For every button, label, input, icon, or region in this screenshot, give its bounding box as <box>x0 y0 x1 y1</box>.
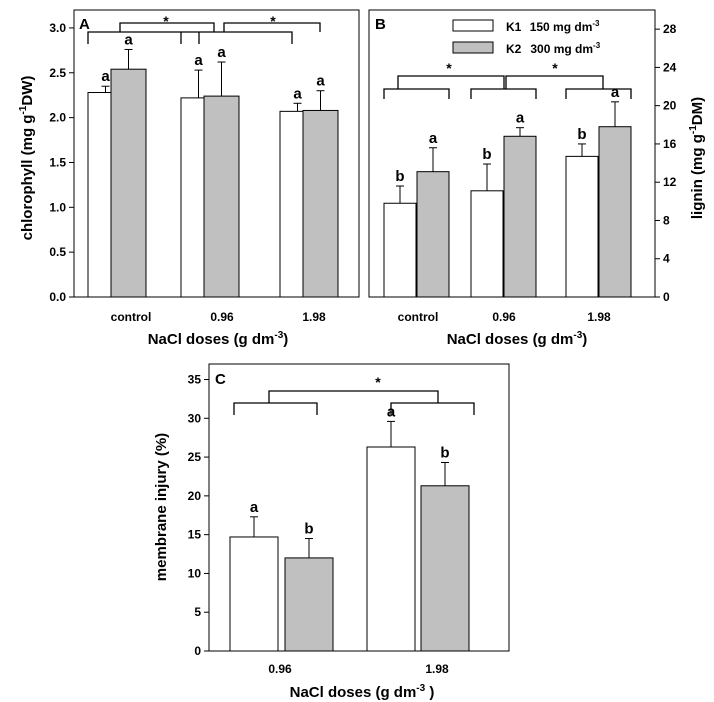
panel-c-cat-198: 1.98 <box>425 662 449 676</box>
panel-b-cat-198: 1.98 <box>587 310 611 324</box>
panel-b-bar-k2 <box>416 171 450 298</box>
panel-c-bar-k2 <box>420 485 470 652</box>
panel-a-cat-control: control <box>111 310 152 324</box>
panel-a-bar-k2 <box>203 95 240 298</box>
panel-c-y-tick-label: 15 <box>188 528 202 542</box>
panel-c-y-tick-label: 0 <box>194 644 201 658</box>
panel-a-significance-letter: a <box>217 44 226 61</box>
panel-b-significance-letter: b <box>482 146 491 163</box>
panel-c-y-label: membrane injury (%) <box>153 433 170 581</box>
legend-swatch-k1 <box>452 19 494 32</box>
panel-c-letter: C <box>215 371 226 388</box>
panel-b-y-axis: 0 4 8 12 16 20 24 28 <box>655 22 677 304</box>
panel-a-significance-letter: a <box>293 85 302 102</box>
panel-c-cat-096: 0.96 <box>268 662 292 676</box>
panel-a-significance: * * <box>87 13 321 44</box>
panel-c-significance-letter: b <box>304 521 313 538</box>
panel-b-significance-letter: a <box>516 110 525 127</box>
panel-b-significance-letter: a <box>611 84 620 101</box>
panel-c-significance-letter: b <box>440 445 449 462</box>
panel-a-significance-letter: a <box>316 73 325 90</box>
panel-b-y-tick-label: 20 <box>663 99 677 113</box>
panel-b-significance-letter: a <box>429 130 438 147</box>
panel-a-y-tick-label: 2.0 <box>49 111 66 125</box>
panel-a-y-tick-label: 1.5 <box>49 155 66 169</box>
panel-b-bar-k2 <box>503 135 537 298</box>
panel-b-letter: B <box>375 16 386 33</box>
panel-a-cat-096: 0.96 <box>210 310 234 324</box>
panel-b-bar-k2 <box>598 126 632 298</box>
panel-a-cat-198: 1.98 <box>302 310 326 324</box>
panel-c-significance-letter: a <box>250 499 259 516</box>
panel-a-y-tick-label: 0.5 <box>49 245 66 259</box>
panel-c-y-tick-label: 25 <box>188 450 202 464</box>
panel-b-significance-letter: b <box>577 126 586 143</box>
panel-c-y-tick-label: 10 <box>188 566 202 580</box>
panel-b-sig-star-2: * <box>552 60 558 76</box>
panel-a-letter: A <box>79 16 90 33</box>
panel-b-y-tick-label: 12 <box>663 175 677 189</box>
panel-c-y-axis: 0 5 10 15 20 25 30 35 <box>188 373 209 658</box>
panel-b-x-label: NaCl doses (g dm-3) <box>447 330 588 348</box>
panel-c-frame <box>208 363 510 652</box>
panel-b-cat-096: 0.96 <box>492 310 516 324</box>
panel-b-y-tick-label: 0 <box>663 290 670 304</box>
panel-b-y-label: lignin (mg g-1DM) <box>688 97 706 219</box>
legend: K1 150 mg dm-3 K2 300 mg dm-3 <box>452 19 601 56</box>
panel-b: B 0 4 8 12 16 20 24 28 b a b a b a * * K1 150 mg dm-3… <box>368 9 706 348</box>
panel-a-bars: aaa aaa <box>87 31 339 298</box>
panel-c-y-tick-label: 20 <box>188 489 202 503</box>
panel-b-y-tick-label: 4 <box>663 252 670 266</box>
panel-b-bars: b a b a b a <box>383 84 632 298</box>
legend-swatch-k2 <box>452 41 494 54</box>
panel-a-y-tick-label: 3.0 <box>49 21 66 35</box>
panel-a: A 0.00.51.01.52.02.53.0 aaa aaa * * contr… <box>18 9 360 348</box>
panel-b-bar-k1 <box>470 190 504 298</box>
panel-c-bar-k1 <box>229 536 279 652</box>
panel-b-bar-k1 <box>383 202 417 298</box>
panel-a-y-tick-label: 0.0 <box>49 290 66 304</box>
panel-c-sig-star: * <box>375 374 381 390</box>
panel-b-significance: * * <box>383 60 632 99</box>
legend-label-k2: K2 300 mg dm-3 <box>506 41 601 56</box>
legend-label-k1: K1 150 mg dm-3 <box>506 19 600 34</box>
panel-c-y-tick-label: 5 <box>194 605 201 619</box>
panel-b-significance-letter: b <box>395 168 404 185</box>
panel-c-significance: * <box>233 374 475 415</box>
panel-a-sig-star-1: * <box>163 13 169 29</box>
panel-b-y-tick-label: 28 <box>663 22 677 36</box>
panel-a-significance-letter: a <box>124 31 133 48</box>
panel-c-bar-k1 <box>366 446 416 652</box>
panel-a-y-label: chlorophyll (mg g-1DW) <box>18 76 36 241</box>
panel-a-x-label: NaCl doses (g dm-3) <box>148 330 289 348</box>
panel-c-y-tick-label: 35 <box>188 373 202 387</box>
panel-a-sig-star-2: * <box>270 13 276 29</box>
panel-b-y-tick-label: 8 <box>663 213 670 227</box>
panel-c-y-tick-label: 30 <box>188 411 202 425</box>
panel-a-y-tick-label: 2.5 <box>49 66 66 80</box>
panel-c-x-label: NaCl doses (g dm-3 ) <box>290 683 435 701</box>
panel-a-y-tick-label: 1.0 <box>49 200 66 214</box>
panel-a-bar-k2 <box>110 68 147 298</box>
panel-b-cat-control: control <box>398 310 439 324</box>
panel-a-significance-letter: a <box>101 68 110 85</box>
panel-b-y-tick-label: 16 <box>663 137 677 151</box>
panel-b-sig-star-1: * <box>446 60 452 76</box>
panel-a-bar-k2 <box>302 109 339 298</box>
panel-c-bar-k2 <box>284 557 334 652</box>
panel-a-y-axis: 0.0 0.5 1.0 1.5 2.0 2.5 3.0 <box>49 21 74 304</box>
panel-a-significance-letter: a <box>194 52 203 69</box>
panel-b-y-tick-label: 24 <box>663 60 677 74</box>
panel-b-bar-k1 <box>565 155 599 298</box>
